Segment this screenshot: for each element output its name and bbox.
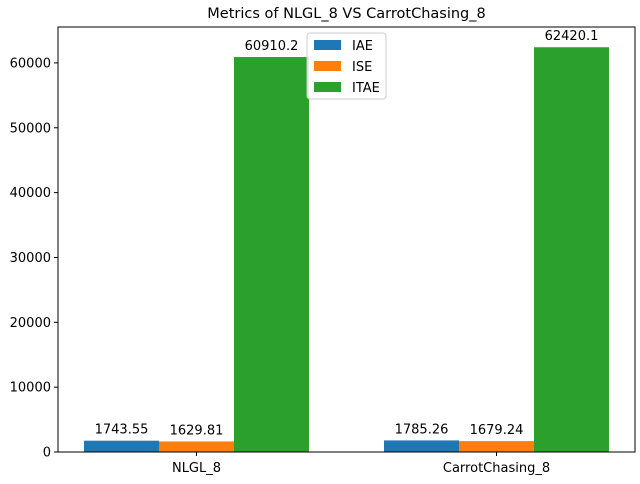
- data-label-itae-0: 60910.2: [245, 39, 299, 54]
- y-tick-label-3: 30000: [10, 251, 51, 266]
- data-label-itae-1: 62420.1: [545, 29, 599, 44]
- y-tick-label-0: 0: [43, 446, 51, 461]
- data-label-ise-0: 1629.81: [170, 423, 224, 438]
- legend-label-itae: ITAE: [352, 81, 380, 96]
- bar-iae-0: [84, 440, 159, 452]
- bar-itae-1: [534, 47, 609, 452]
- bar-ise-1: [459, 441, 534, 452]
- data-label-ise-1: 1679.24: [470, 423, 524, 438]
- legend-swatch-iae: [314, 40, 341, 50]
- bar-iae-1: [384, 440, 459, 452]
- legend-swatch-itae: [314, 82, 341, 92]
- chart-title: Metrics of NLGL_8 VS CarrotChasing_8: [207, 6, 485, 22]
- legend-swatch-ise: [314, 61, 341, 71]
- bar-itae-0: [234, 57, 309, 452]
- y-tick-label-5: 50000: [10, 121, 51, 136]
- x-tick-label-1: CarrotChasing_8: [443, 461, 550, 476]
- legend-label-iae: IAE: [352, 39, 373, 54]
- data-label-iae-1: 1785.26: [395, 422, 449, 437]
- y-tick-label-1: 10000: [10, 381, 51, 396]
- plot-frame: [57, 26, 636, 453]
- bar-ise-0: [159, 441, 234, 452]
- data-label-iae-0: 1743.55: [95, 423, 149, 438]
- y-tick-label-4: 40000: [10, 186, 51, 201]
- legend-label-ise: ISE: [352, 60, 372, 75]
- y-tick-label-6: 60000: [10, 56, 51, 71]
- y-tick-label-2: 20000: [10, 316, 51, 331]
- x-tick-label-0: NLGL_8: [172, 461, 221, 476]
